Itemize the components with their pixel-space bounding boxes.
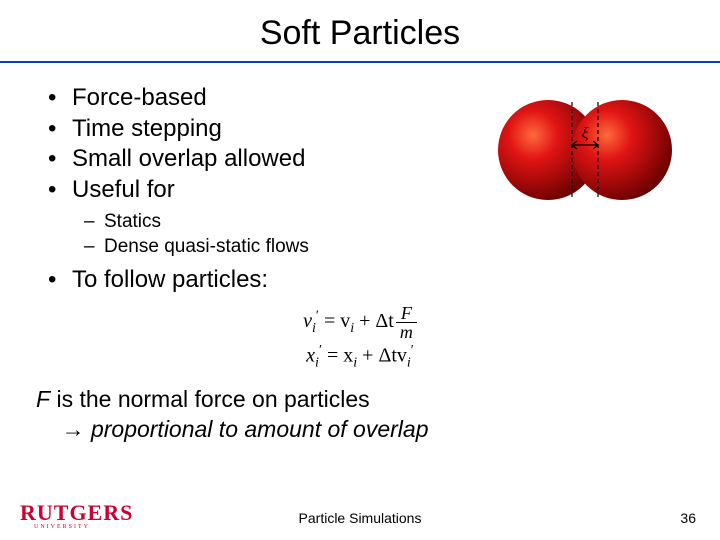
eq-frac-den: m xyxy=(396,323,417,341)
equation-position: xi′ = xi + Δtvi′ xyxy=(306,341,414,373)
sub-bullet-dense-flows: Dense quasi-static flows xyxy=(84,235,692,260)
slide-title: Soft Particles xyxy=(0,0,720,61)
page-number: 36 xyxy=(680,510,696,526)
eq-v-rhs2: + Δt xyxy=(354,310,394,332)
xi-label: ξ xyxy=(582,125,589,142)
eq-fraction: Fm xyxy=(396,304,417,341)
footer-title: Particle Simulations xyxy=(0,510,720,526)
bullet-to-follow: To follow particles: xyxy=(48,265,692,296)
arrow-icon: → xyxy=(62,416,85,442)
closing-line2: proportional to amount of overlap xyxy=(85,416,429,442)
equations-block: vi′ = vi + ΔtFm xi′ = xi + Δtvi′ xyxy=(28,304,692,373)
eq-v-var: v xyxy=(303,310,312,332)
eq-x-var: x xyxy=(306,345,315,367)
right-particle xyxy=(572,100,672,200)
closing-line1: is the normal force on particles xyxy=(50,386,370,412)
overlap-diagram: ξ xyxy=(490,90,680,210)
eq-x-rhs1: = x xyxy=(322,345,353,367)
eq-prime-3: ′ xyxy=(411,343,414,358)
eq-x-rhs2: + Δtv xyxy=(357,345,407,367)
sub-bullet-list: Statics Dense quasi-static flows xyxy=(28,210,692,259)
overlap-svg: ξ xyxy=(490,90,680,210)
closing-F: F xyxy=(36,386,50,412)
closing-text: F is the normal force on particles → pro… xyxy=(0,373,720,445)
sub-bullet-statics: Statics xyxy=(84,210,692,235)
eq-frac-num: F xyxy=(396,304,417,323)
equation-velocity: vi′ = vi + ΔtFm xyxy=(303,304,417,341)
eq-v-rhs1: = v xyxy=(319,310,350,332)
main-bullet-list-2: To follow particles: xyxy=(28,265,692,296)
